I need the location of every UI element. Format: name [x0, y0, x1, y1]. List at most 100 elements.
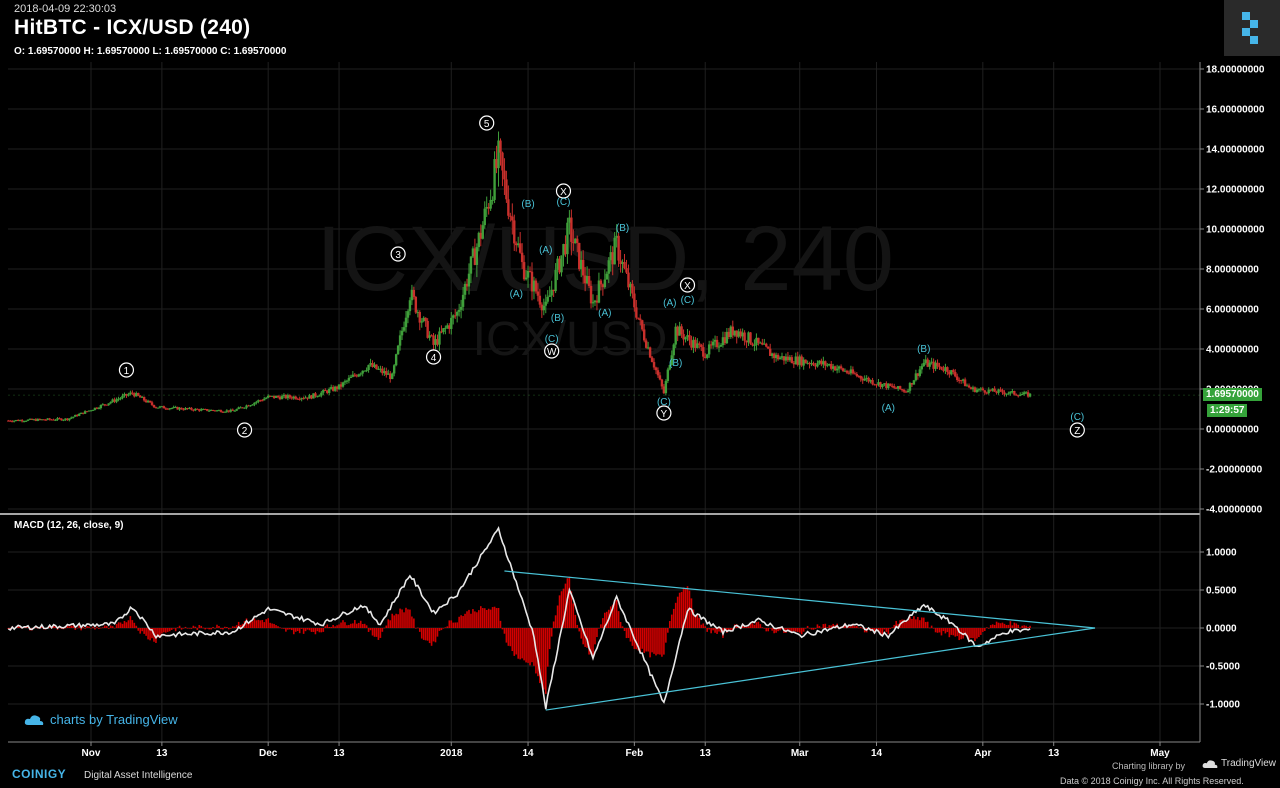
histogram-bar — [767, 628, 770, 632]
time-axis[interactable]: Nov 13 Dec 13 2018 14 Feb 13 Mar 14 Apr 13 May — [82, 742, 1171, 759]
candle-body — [1005, 393, 1008, 395]
histogram-bar — [466, 611, 468, 628]
histogram-bar — [832, 623, 834, 628]
coinigy-logo-icon[interactable] — [1224, 0, 1280, 56]
macd-tick-label: 0.0000 — [1206, 624, 1237, 635]
candle-body — [89, 410, 93, 412]
candle-body — [926, 359, 929, 367]
histogram-bar — [454, 622, 457, 628]
wave-label: (C) — [545, 334, 559, 345]
candle-body — [225, 410, 229, 412]
candle-body — [711, 341, 715, 346]
macd-label[interactable]: MACD (12, 26, close, 9) — [14, 520, 124, 531]
candle-body — [922, 362, 925, 367]
time-tick-label: 13 — [333, 748, 345, 759]
wave-label: 4 — [431, 353, 437, 364]
histogram-bar — [52, 624, 55, 628]
candle-body — [99, 405, 103, 409]
candle-body — [837, 366, 841, 369]
candle-body — [824, 361, 827, 366]
time-tick-label: May — [1150, 748, 1170, 759]
histogram-bar — [808, 628, 811, 629]
histogram-bar — [342, 620, 344, 628]
candle-body — [900, 389, 904, 391]
candle-body — [526, 270, 530, 278]
coinigy-brand[interactable]: COINIGY — [12, 767, 67, 781]
candle-body — [316, 396, 319, 398]
histogram-bar — [287, 628, 289, 630]
candle-body — [593, 300, 597, 303]
histogram-bar — [578, 628, 581, 632]
histogram-bar — [383, 627, 386, 629]
wave-label: (C) — [681, 295, 695, 306]
histogram-bar — [791, 628, 793, 633]
macd-axis[interactable]: 1.0000 0.5000 0.0000 -0.5000 -1.0000 — [1200, 548, 1240, 711]
candle-body — [62, 419, 65, 421]
candle-body — [233, 410, 236, 412]
histogram-bar — [848, 625, 850, 628]
time-tick-label: 13 — [156, 748, 168, 759]
candle-body — [963, 379, 967, 387]
histogram-bar — [546, 628, 549, 667]
histogram-bar — [881, 628, 884, 635]
histogram-bar — [763, 628, 766, 629]
histogram-bar — [539, 628, 541, 684]
candle-body — [865, 377, 868, 379]
histogram-bar — [226, 626, 228, 628]
ohlc-readout: O: 1.69570000 H: 1.69570000 L: 1.6957000… — [14, 46, 287, 57]
candle-body — [196, 408, 199, 410]
candle-body — [505, 179, 508, 200]
histogram-bar — [615, 600, 618, 628]
histogram-bar — [94, 628, 96, 630]
macd-line — [7, 526, 1031, 710]
histogram-bar — [552, 621, 555, 628]
histogram-bar — [1013, 622, 1016, 628]
candle-body — [822, 361, 825, 365]
macd-trendlines — [504, 570, 1096, 711]
candle-body — [408, 300, 412, 312]
candle-body — [515, 243, 518, 246]
candle-body — [570, 217, 573, 242]
candle-body — [648, 347, 652, 358]
histogram-bar — [420, 628, 423, 639]
candle-body — [103, 404, 106, 406]
histogram-bar — [322, 628, 325, 632]
histogram-bar — [970, 628, 972, 639]
candle-body — [495, 159, 498, 169]
histogram-bar — [497, 607, 500, 628]
candle-body — [487, 206, 490, 209]
wave-label: 3 — [395, 250, 401, 261]
candle-body — [511, 216, 514, 221]
histogram-bar — [176, 627, 179, 628]
histogram-bar — [946, 628, 949, 633]
histogram-bar — [155, 628, 157, 643]
histogram-bar — [393, 615, 395, 628]
histogram-bar — [76, 627, 79, 629]
candle-body — [367, 364, 370, 371]
tradingview-watermark[interactable]: charts by TradingView — [24, 712, 178, 727]
candle-body — [434, 339, 437, 345]
candle-body — [34, 419, 38, 421]
histogram-bar — [190, 628, 193, 629]
histogram-bar — [692, 609, 695, 628]
candle-body — [835, 368, 839, 371]
candle-body — [400, 330, 404, 336]
candle-body — [597, 280, 601, 303]
tradingview-brand[interactable]: TradingView — [1202, 758, 1276, 769]
candle-body — [709, 344, 713, 346]
histogram-bar — [1009, 621, 1012, 628]
candle-body — [950, 370, 953, 375]
histogram-bar — [88, 626, 90, 628]
histogram-bar — [184, 626, 187, 628]
candle-body — [765, 343, 768, 347]
candle-body — [77, 413, 81, 416]
candle-body — [475, 247, 479, 265]
histogram-bar — [233, 626, 236, 628]
histogram-bar — [930, 625, 933, 628]
price-axis[interactable]: 18.00000000 16.00000000 14.00000000 12.0000… — [1200, 65, 1265, 516]
candle-body — [324, 390, 327, 392]
candle-body — [203, 409, 207, 411]
histogram-bar — [235, 625, 238, 628]
candle-body — [946, 367, 949, 372]
histogram-bar — [596, 628, 598, 638]
